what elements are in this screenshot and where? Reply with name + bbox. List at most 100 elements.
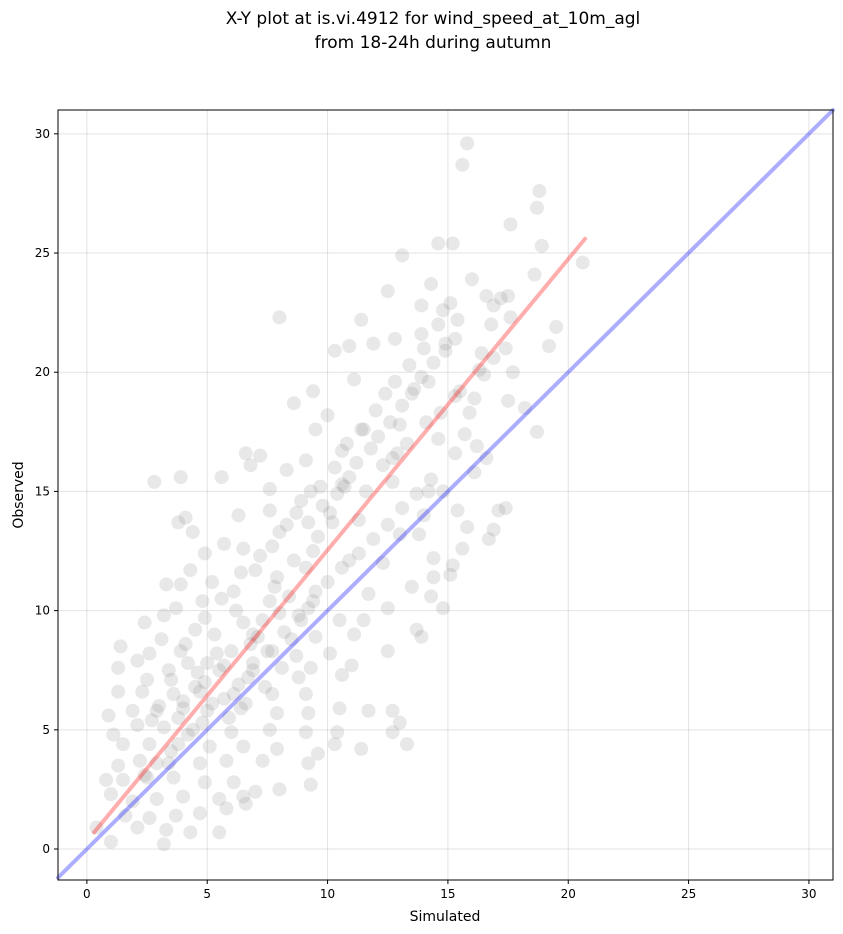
scatter-point (529, 200, 544, 215)
scatter-point (166, 687, 181, 702)
scatter-point (144, 713, 159, 728)
scatter-point (289, 505, 304, 520)
scatter-point (361, 703, 376, 718)
y-tick-label: 30 (35, 127, 50, 141)
scatter-point (265, 539, 280, 554)
scatter-point (152, 698, 167, 713)
scatter-point (106, 727, 121, 742)
scatter-point (159, 577, 174, 592)
scatter-point (156, 720, 171, 735)
scatter-point (154, 632, 169, 647)
scatter-point (344, 658, 359, 673)
scatter-point (214, 470, 229, 485)
scatter-point (335, 443, 350, 458)
scatter-point (438, 343, 453, 358)
scatter-point (375, 555, 390, 570)
scatter-point (409, 622, 424, 637)
scatter-point (200, 703, 215, 718)
scatter-point (298, 453, 313, 468)
scatter-point (245, 627, 260, 642)
x-tick-label: 20 (561, 887, 576, 901)
chart-title-line-1: X-Y plot at is.vi.4912 for wind_speed_at… (226, 9, 641, 29)
scatter-point (250, 629, 265, 644)
scatter-point (142, 646, 157, 661)
scatter-point (212, 791, 227, 806)
scatter-point (238, 796, 253, 811)
scatter-point (387, 331, 402, 346)
scatter-point (416, 508, 431, 523)
scatter-point (332, 613, 347, 628)
scatter-point (407, 381, 422, 396)
scatter-point (241, 670, 256, 685)
scatter-point (233, 701, 248, 716)
scatter-point (375, 458, 390, 473)
scatter-point (327, 460, 342, 475)
scatter-point (219, 801, 234, 816)
scatter-point (327, 343, 342, 358)
scatter-point (385, 451, 400, 466)
scatter-point (248, 784, 263, 799)
scatter-point (171, 515, 186, 530)
scatter-point (436, 303, 451, 318)
scatter-point (188, 679, 203, 694)
scatter-point (178, 510, 193, 525)
scatter-point (229, 603, 244, 618)
scatter-point (267, 579, 282, 594)
y-tick-label: 25 (35, 246, 50, 260)
scatter-point (195, 715, 210, 730)
scatter-point (426, 570, 441, 585)
scatter-point (262, 482, 277, 497)
scatter-point (498, 501, 513, 516)
scatter-point (351, 546, 366, 561)
scatter-point (195, 594, 210, 609)
scatter-point (308, 584, 323, 599)
scatter-point (448, 331, 463, 346)
scatter-point (262, 503, 277, 518)
scatter-point (469, 439, 484, 454)
scatter-point (306, 594, 321, 609)
scatter-point (395, 501, 410, 516)
scatter-point (118, 808, 133, 823)
scatter-point (404, 579, 419, 594)
scatter-point (486, 350, 501, 365)
scatter-point (173, 644, 188, 659)
y-tick-label: 5 (42, 723, 50, 737)
scatter-point (330, 725, 345, 740)
scatter-point (467, 391, 482, 406)
scatter-point (236, 615, 251, 630)
scatter-point (366, 336, 381, 351)
scatter-points (89, 136, 590, 852)
scatter-point (301, 601, 316, 616)
scatter-point (356, 613, 371, 628)
scatter-point (474, 346, 489, 361)
scatter-point (387, 374, 402, 389)
scatter-point (467, 465, 482, 480)
scatter-point (457, 427, 472, 442)
scatter-point (253, 448, 268, 463)
y-tick-label: 0 (42, 842, 50, 856)
scatter-point (505, 365, 520, 380)
scatter-point (424, 589, 439, 604)
scatter-point (464, 272, 479, 287)
scatter-point (335, 477, 350, 492)
scatter-point (270, 706, 285, 721)
scatter-point (491, 503, 506, 518)
scatter-point (460, 136, 475, 151)
scatter-point (262, 722, 277, 737)
scatter-point (498, 341, 513, 356)
scatter-point (135, 684, 150, 699)
scatter-point (303, 484, 318, 499)
x-axis-ticks: 0 5 10 15 20 25 30 (83, 880, 817, 901)
scatter-point (298, 725, 313, 740)
scatter-point (282, 589, 297, 604)
scatter-point (147, 474, 162, 489)
scatter-point (486, 522, 501, 537)
scatter-point (399, 737, 414, 752)
scatter-point (137, 768, 152, 783)
scatter-point (173, 577, 188, 592)
scatter-point (477, 367, 492, 382)
scatter-point (481, 532, 496, 547)
scatter-point (349, 455, 364, 470)
scatter-point (197, 775, 212, 790)
scatter-point (431, 317, 446, 332)
